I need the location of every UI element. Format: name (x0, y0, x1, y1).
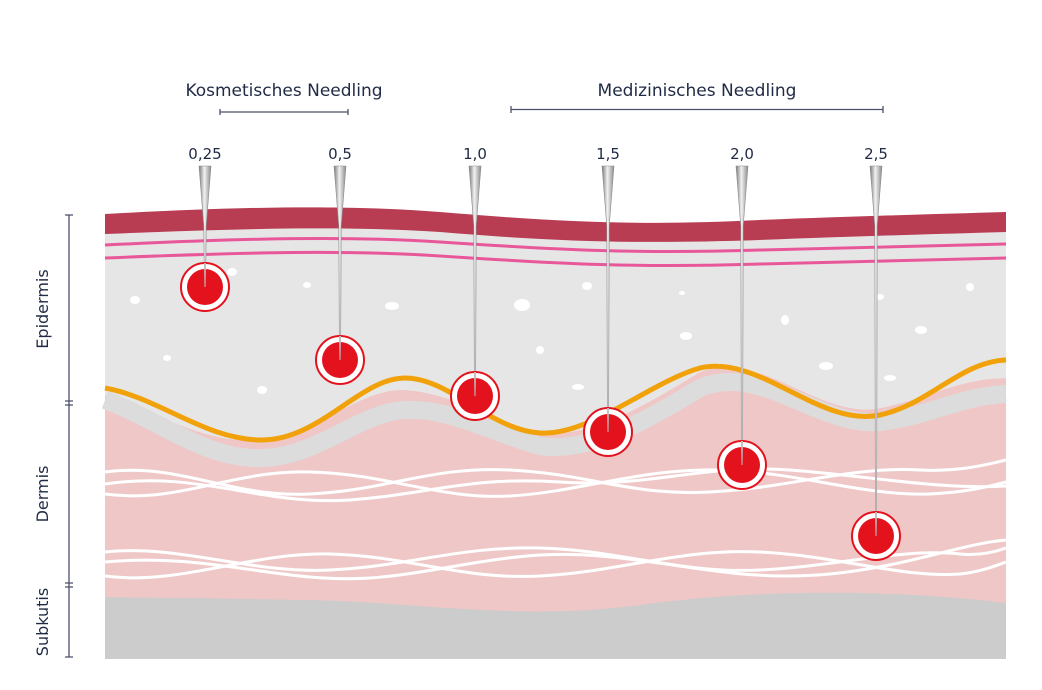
group-label-medical: Medizinisches Needling (598, 81, 797, 101)
skin-cross-section (101, 207, 1007, 659)
needle-tip (607, 408, 609, 432)
needle-tip (474, 372, 476, 396)
cell (130, 296, 140, 304)
needle-4: 1,5 (583, 145, 633, 457)
cell (227, 268, 237, 276)
needle-tip (339, 336, 341, 360)
cell (680, 332, 692, 340)
needling-groups: Kosmetisches Needling Medizinisches Need… (185, 81, 884, 115)
layer-label-epidermis: Epidermis (33, 269, 52, 348)
layer-scale: Epidermis Dermis Subkutis (33, 214, 73, 658)
depth-label: 2,0 (730, 145, 754, 163)
cell (819, 362, 833, 370)
fiber (104, 467, 1007, 503)
cell (966, 283, 974, 291)
group-bracket-medical (510, 106, 884, 113)
fiber (104, 550, 1007, 580)
layer-label-dermis: Dermis (33, 466, 52, 523)
needle-tip (204, 263, 206, 287)
needles: 0,25 0,5 1,0 1,5 2,0 2,5 (180, 145, 901, 561)
depth-label: 1,0 (463, 145, 487, 163)
cell (514, 299, 530, 311)
stratum-corneum (105, 207, 1006, 242)
depth-label: 2,5 (864, 145, 888, 163)
cell (884, 375, 896, 381)
needle-3: 1,0 (450, 145, 500, 421)
basement-membrane (104, 357, 1007, 443)
cell (536, 346, 544, 354)
pink-line-lower (104, 250, 1007, 268)
group-bracket-cosmetic (219, 109, 349, 115)
cell (163, 355, 171, 361)
fiber (104, 458, 1007, 496)
fiber (104, 468, 1007, 498)
cell (385, 302, 399, 310)
needle-tip (875, 512, 877, 536)
cell (572, 384, 584, 390)
fiber (104, 538, 1007, 581)
cell (679, 291, 685, 295)
epidermis-layer (105, 225, 1006, 441)
group-label-cosmetic: Kosmetisches Needling (185, 81, 382, 101)
cell (257, 386, 267, 394)
cell (781, 315, 789, 325)
fiber (104, 546, 1007, 572)
cell (876, 294, 884, 300)
layer-label-subkutis: Subkutis (33, 588, 52, 656)
needle-1: 0,25 (180, 145, 230, 312)
cell (303, 282, 311, 288)
needle-5: 2,0 (717, 145, 767, 490)
depth-label: 0,5 (328, 145, 352, 163)
needle-tip (741, 441, 743, 465)
collagen-fibers (104, 458, 1007, 581)
scale-ticks (65, 214, 73, 658)
depth-label: 1,5 (596, 145, 620, 163)
cell (582, 282, 592, 290)
epidermis-cells (130, 268, 974, 394)
needle-6: 2,5 (851, 145, 901, 561)
pink-line-upper (104, 236, 1007, 254)
needle-2: 0,5 (315, 145, 365, 385)
cell (915, 326, 927, 334)
depth-label: 0,25 (188, 145, 221, 163)
